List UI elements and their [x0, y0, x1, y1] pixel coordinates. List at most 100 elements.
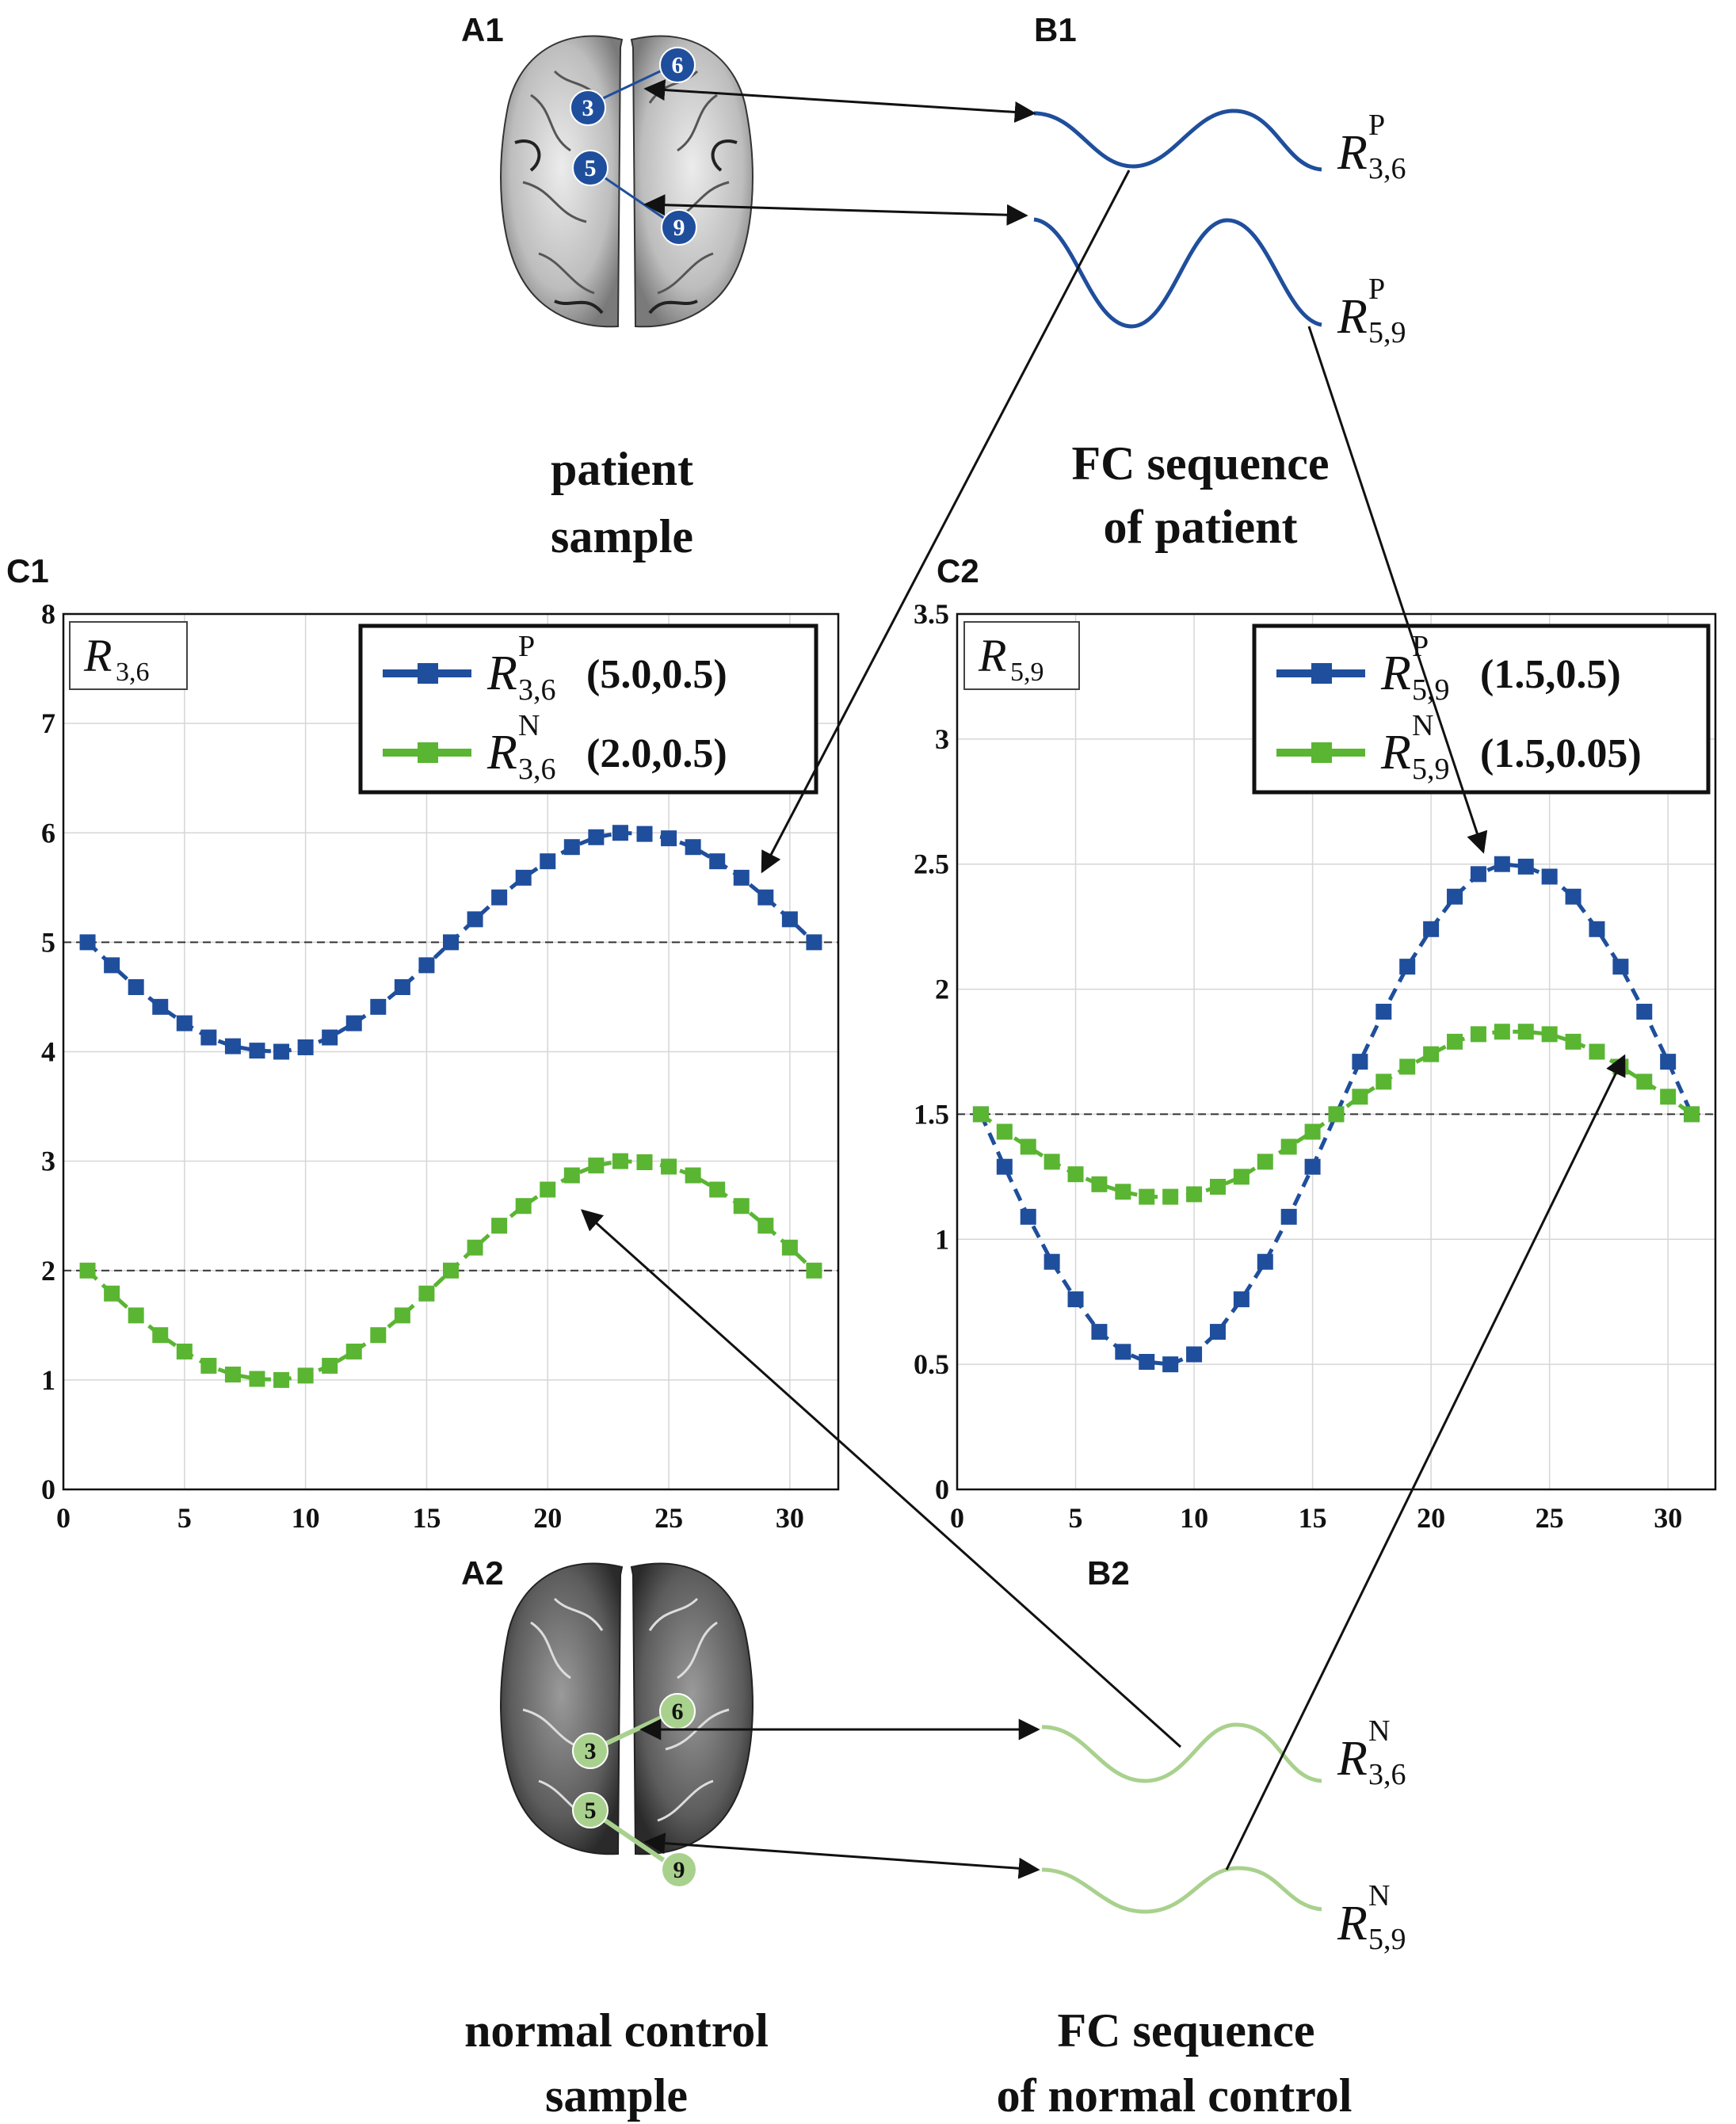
x-tick-label: 15	[412, 1502, 441, 1534]
normal-node-9: 9	[661, 1851, 697, 1888]
arrow-wave-to-c1-normal	[580, 1209, 1182, 1748]
wave-normal-r59	[1041, 1866, 1322, 1914]
data-point	[200, 1357, 217, 1374]
data-point	[1517, 858, 1534, 875]
data-point	[733, 1198, 750, 1215]
data-point	[1304, 1123, 1321, 1140]
data-point	[1233, 1169, 1250, 1185]
data-point	[1020, 1138, 1036, 1155]
data-point	[1423, 1046, 1440, 1062]
data-point	[612, 1153, 628, 1169]
arrow-brain-to-wave-r59-patient	[643, 194, 1028, 226]
caption-patient-sample: patient sample	[551, 443, 693, 562]
y-tick-label: 2.5	[914, 848, 949, 880]
data-point	[1494, 856, 1510, 872]
svg-text:N: N	[1368, 1879, 1390, 1912]
data-point	[540, 1181, 556, 1198]
y-tick-label: 3	[41, 1146, 55, 1177]
svg-text:9: 9	[673, 215, 685, 241]
svg-text:FC sequence: FC sequence	[1072, 437, 1330, 490]
legend-subscript: 3,6	[518, 753, 556, 786]
x-tick-label: 25	[654, 1502, 683, 1534]
x-tick-label: 10	[292, 1502, 320, 1534]
legend-params: (1.5,0.5)	[1480, 652, 1621, 697]
data-point	[757, 889, 774, 906]
data-point	[1044, 1253, 1060, 1270]
svg-text:normal control: normal control	[464, 2004, 769, 2057]
legend-box	[1252, 623, 1711, 795]
data-point	[297, 1039, 314, 1055]
data-point	[1470, 1026, 1486, 1043]
svg-text:5: 5	[585, 1798, 597, 1824]
wave-patient-r36	[1033, 109, 1322, 172]
data-point	[1115, 1184, 1131, 1200]
svg-text:R: R	[1337, 1732, 1368, 1786]
caption-fc-patient: FC sequence of patient	[1072, 437, 1330, 553]
y-tick-label: 0	[41, 1474, 55, 1505]
data-point	[224, 1038, 241, 1054]
normal-brain-image	[500, 1562, 754, 1855]
data-point	[1186, 1186, 1203, 1203]
svg-text:R: R	[1337, 1897, 1368, 1950]
x-tick-label: 30	[1654, 1502, 1682, 1534]
x-tick-label: 15	[1299, 1502, 1327, 1534]
plot-frame	[62, 612, 840, 1491]
legend-marker	[1311, 742, 1332, 763]
legend-marker	[418, 663, 438, 684]
data-point	[1517, 1024, 1534, 1040]
legend-marker	[418, 742, 438, 763]
svg-text:6: 6	[672, 52, 684, 78]
patient-node-3: 3	[570, 90, 606, 126]
svg-text:sample: sample	[545, 2069, 688, 2122]
data-point	[104, 957, 120, 974]
data-point	[757, 1218, 774, 1234]
data-point	[1612, 959, 1629, 975]
data-point	[1162, 1356, 1179, 1373]
data-point	[1020, 1208, 1036, 1225]
label-r59-normal: R N 5,9	[1337, 1879, 1406, 1956]
svg-text:sample: sample	[551, 510, 693, 562]
data-point	[1352, 1089, 1368, 1105]
data-point	[152, 998, 169, 1015]
patient-node-6: 6	[659, 47, 696, 83]
legend-subscript: 5,9	[1412, 753, 1450, 786]
legend-params: (5.0,0.5)	[586, 652, 727, 697]
svg-text:R: R	[1337, 126, 1368, 180]
data-point	[491, 889, 508, 906]
data-point	[297, 1367, 314, 1384]
data-point	[467, 911, 483, 928]
y-tick-label: 1.5	[914, 1098, 949, 1130]
chart-title-r: R	[978, 630, 1006, 681]
svg-text:3,6: 3,6	[1368, 1758, 1406, 1791]
plot-frame	[956, 612, 1717, 1491]
chart-title-subscript: 3,6	[116, 658, 150, 687]
y-tick-label: 1	[935, 1223, 949, 1255]
svg-text:6: 6	[672, 1699, 684, 1725]
normal-node-5: 5	[572, 1792, 609, 1828]
data-point	[1280, 1138, 1297, 1155]
patient-node-5: 5	[572, 150, 609, 186]
panel-id-a1: A1	[461, 11, 504, 48]
panel-id-b1: B1	[1034, 11, 1077, 48]
chart-title-r: R	[83, 630, 112, 681]
data-point	[443, 1262, 459, 1279]
svg-text:3,6: 3,6	[1368, 152, 1406, 185]
y-tick-label: 2	[935, 974, 949, 1005]
y-tick-label: 3	[935, 723, 949, 755]
data-point	[322, 1357, 338, 1374]
caption-normal-sample: normal control sample	[464, 2004, 769, 2122]
data-point	[1091, 1324, 1108, 1340]
data-point	[418, 1285, 435, 1302]
data-point	[176, 1343, 193, 1359]
chart-c2: 05101520253000.511.522.533.5R5,9RP5,9(1.…	[914, 598, 1717, 1534]
data-point	[1470, 866, 1486, 883]
legend-box	[358, 623, 818, 795]
svg-text:of normal control: of normal control	[997, 2069, 1353, 2122]
panel-id-c1: C1	[6, 552, 49, 589]
y-tick-label: 8	[41, 598, 55, 630]
data-point	[152, 1327, 169, 1344]
arrow-wave-to-c1-patient	[761, 170, 1131, 874]
svg-text:N: N	[1368, 1714, 1390, 1748]
chart-title-box	[69, 621, 188, 690]
